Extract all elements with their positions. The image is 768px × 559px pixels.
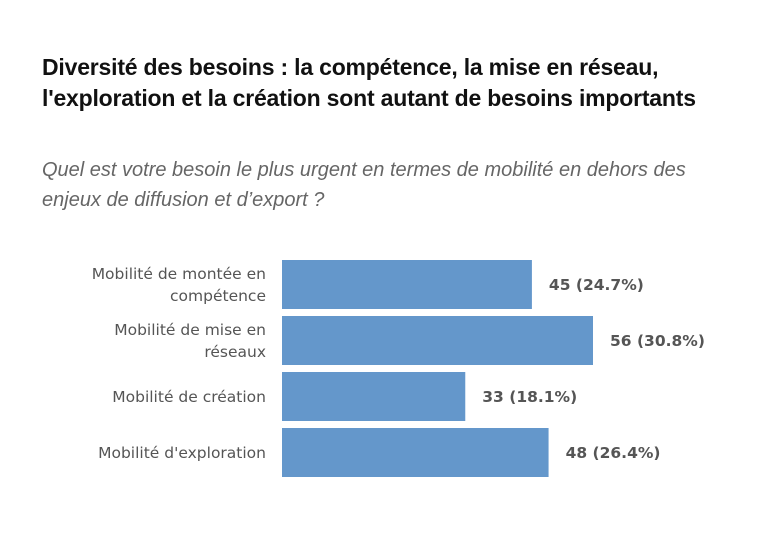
- category-label-line: compétence: [170, 287, 266, 305]
- bar-3: [282, 428, 549, 477]
- bar-0: [282, 260, 532, 309]
- chart-title: Diversité des besoins : la compétence, l…: [42, 54, 696, 111]
- category-label-line: réseaux: [204, 343, 266, 361]
- chart-subtitle: Quel est votre besoin le plus urgent en …: [42, 159, 686, 211]
- value-label-2: 33 (18.1%): [482, 388, 577, 406]
- category-label-2: Mobilité de création: [112, 388, 266, 406]
- category-label-line: Mobilité d'exploration: [98, 444, 266, 462]
- bars-layer: [282, 260, 593, 477]
- value-labels: 45 (24.7%) 56 (30.8%) 33 (18.1%) 48 (26.4%): [482, 276, 705, 462]
- value-label-0: 45 (24.7%): [549, 276, 644, 294]
- category-labels: Mobilité de montée en compétenceMobilité …: [92, 265, 266, 462]
- bar-2: [282, 372, 466, 421]
- category-label-line: Mobilité de montée en: [92, 265, 266, 283]
- category-label-1: Mobilité de mise en réseaux: [114, 321, 266, 361]
- category-label-line: Mobilité de création: [112, 388, 266, 406]
- value-label-1: 56 (30.8%): [610, 332, 705, 350]
- category-label-0: Mobilité de montée en compétence: [92, 265, 266, 305]
- value-label-3: 48 (26.4%): [566, 444, 661, 462]
- category-label-line: Mobilité de mise en: [114, 321, 266, 339]
- category-label-3: Mobilité d'exploration: [98, 444, 266, 462]
- bar-1: [282, 316, 593, 365]
